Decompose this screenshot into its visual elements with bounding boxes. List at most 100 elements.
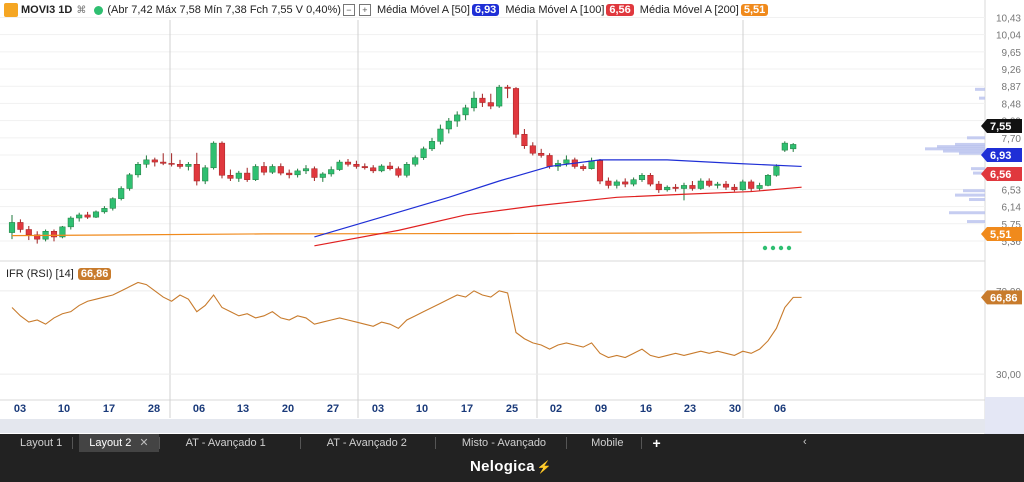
price-tick-label: 5,36 [1002, 237, 1022, 248]
price-pane [0, 0, 985, 260]
candle-down [34, 234, 41, 240]
candle-up [134, 164, 142, 176]
rsi-line [11, 281, 802, 359]
plus-icon[interactable]: + [358, 4, 371, 16]
candle-down [504, 86, 511, 89]
price-badge-label: 7,55 [990, 121, 1011, 133]
day-tick-label: 10 [416, 403, 428, 415]
candle-down [168, 163, 175, 165]
candle-down [546, 155, 553, 167]
minus-icon[interactable]: − [342, 4, 355, 16]
candle-down [260, 166, 268, 173]
candle-up [697, 180, 704, 189]
candle-up [756, 185, 763, 189]
candle-up [613, 181, 620, 186]
candle-down [370, 167, 377, 172]
candle-up [680, 185, 688, 189]
candle-up [437, 128, 444, 142]
rsi-badge: 66,86 [77, 268, 112, 280]
candle-up [563, 159, 570, 164]
candle-down [521, 134, 528, 146]
candle-up [185, 164, 192, 167]
tab-at-avancado-2[interactable]: AT - Avançado 2 [317, 434, 417, 452]
candle-up [76, 214, 83, 219]
candle-up [764, 175, 772, 186]
candle-down [580, 166, 587, 169]
ma50-line [314, 159, 802, 238]
rsi-label[interactable]: IFR (RSI) [14] [6, 268, 74, 280]
price-tick-label: 9,26 [1002, 65, 1022, 76]
candle-down [84, 214, 91, 218]
scroll-left-icon[interactable]: ‹ [803, 436, 807, 448]
candle-up [664, 186, 671, 191]
volume-profile-bar [967, 220, 985, 224]
layout-tabs: Layout 1 Layout 2 ✕ AT - Avançado 1 AT - … [0, 434, 665, 452]
day-tick-label: 27 [327, 403, 339, 415]
candle-down [286, 172, 293, 176]
candle-up [252, 166, 259, 180]
candle-down [655, 183, 662, 191]
volume-profile-bar [959, 151, 985, 155]
candle-up [790, 144, 797, 150]
candle-down [311, 168, 318, 178]
symbol-label[interactable]: MOVI3 1D [21, 4, 73, 16]
candle-down [706, 180, 713, 186]
candle-up [210, 142, 217, 169]
candle-up [336, 161, 343, 170]
price-badge [981, 119, 1022, 133]
crosshair-icon[interactable]: ⌘ [76, 4, 87, 16]
candle-up [588, 160, 595, 169]
tab-layout-1[interactable]: Layout 1 [0, 434, 72, 452]
ma200-line [11, 231, 802, 237]
candle-up [470, 97, 478, 109]
tab-divider [299, 437, 301, 449]
volume-profile-bar [949, 211, 985, 215]
tab-label: Mobile [591, 437, 624, 449]
candle-up [101, 208, 108, 213]
ma100-badge: 6,56 [606, 4, 634, 16]
tab-layout-2[interactable]: Layout 2 ✕ [79, 434, 159, 452]
logo-text: Nelogica [470, 458, 535, 475]
candle-up [126, 174, 133, 189]
candle-down [244, 172, 251, 180]
chart-type-icon[interactable] [4, 3, 18, 17]
rsi-header: IFR (RSI) [14] 66,86 [6, 268, 113, 280]
candle-up [319, 173, 326, 178]
price-tick-label: 9,65 [1002, 48, 1022, 59]
candle-up [328, 169, 335, 175]
ma50-label[interactable]: Média Móvel A [50] [376, 4, 470, 16]
signal-dot [762, 245, 768, 251]
add-tab-button[interactable]: + [652, 435, 661, 451]
candle-down [218, 142, 226, 176]
volume-profile-bar [969, 198, 985, 202]
candle-down [512, 88, 520, 135]
price-tick-label: 6,14 [1002, 203, 1022, 214]
ma100-label[interactable]: Média Móvel A [100] [505, 4, 605, 16]
tab-divider [641, 437, 643, 449]
tab-at-avancado-1[interactable]: AT - Avançado 1 [176, 434, 276, 452]
ma200-label[interactable]: Média Móvel A [200] [639, 4, 739, 16]
tab-misto-avancado[interactable]: Misto - Avançado [452, 434, 556, 452]
price-badge [981, 227, 1022, 241]
tab-mobile[interactable]: Mobile [581, 434, 633, 452]
candle-up [496, 86, 503, 107]
candle-down [596, 160, 604, 182]
tab-label: Layout 1 [20, 437, 63, 449]
day-tick-label: 17 [103, 403, 115, 415]
tab-divider [72, 437, 74, 449]
close-icon[interactable]: ✕ [139, 437, 149, 449]
price-badge [981, 167, 1022, 181]
candle-up [143, 159, 150, 165]
candle-up [378, 165, 385, 172]
candle-up [67, 217, 74, 228]
day-tick-label: 20 [282, 403, 294, 415]
candle-up [630, 179, 637, 185]
price-badge [981, 148, 1022, 162]
candle-up [420, 148, 427, 158]
candle-down [193, 164, 200, 182]
logo-mark-icon: ⚡ [536, 460, 553, 474]
candle-down [386, 165, 394, 169]
day-tick-label: 23 [684, 403, 696, 415]
